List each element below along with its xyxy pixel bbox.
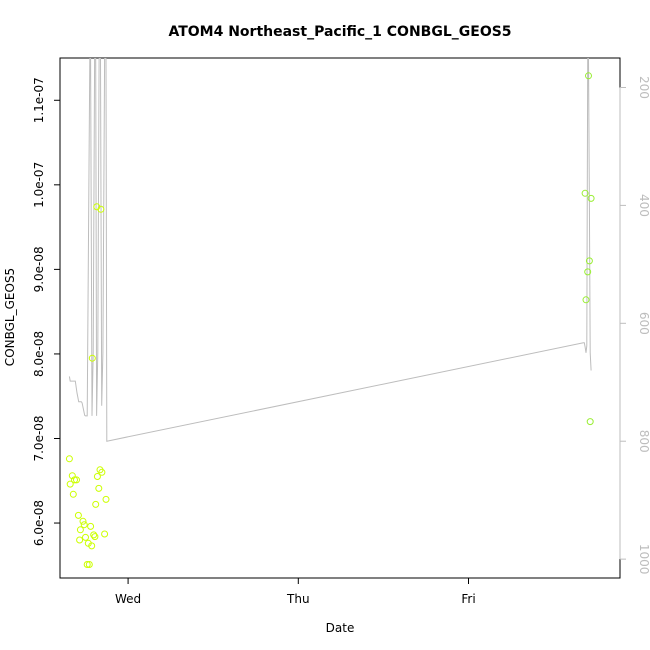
data-point (85, 561, 93, 568)
data-point (69, 490, 77, 498)
data-point (87, 522, 95, 530)
y-axis-label: CONBGL_GEOS5 (3, 268, 17, 366)
y-tick-label: 8.0e-08 (32, 331, 46, 377)
data-point (68, 472, 76, 480)
concentration-series (65, 72, 595, 568)
y-tick-label: 1.1e-07 (32, 77, 46, 123)
x-tick-label: Fri (461, 592, 475, 606)
data-point (101, 530, 109, 538)
data-point (74, 511, 82, 519)
data-point (66, 480, 74, 488)
data-point (65, 455, 73, 463)
y2-axis: 200 400 600 800 1000 (619, 76, 650, 575)
data-point (90, 531, 98, 539)
data-point (88, 542, 96, 550)
x-tick-label: Thu (286, 592, 310, 606)
y-axis: 6.0e-08 7.0e-08 8.0e-08 9.0e-08 1.0e-07 1.1e-… (32, 77, 61, 546)
y2-tick-label: 1000 (637, 544, 650, 575)
data-point (584, 268, 592, 276)
data-point (83, 561, 91, 568)
data-point (585, 72, 592, 80)
data-point (92, 500, 100, 508)
data-point (82, 533, 89, 541)
data-point (88, 354, 96, 362)
data-point (585, 257, 593, 265)
data-point (73, 476, 80, 484)
y2-tick-label: 800 (637, 430, 650, 453)
data-point (76, 536, 84, 544)
x-axis: Wed Thu Fri (115, 577, 476, 606)
y2-tick-label: 200 (637, 76, 650, 99)
data-point (581, 189, 589, 197)
y2-tick-label: 600 (637, 312, 650, 335)
data-point (582, 296, 590, 304)
data-point (79, 517, 87, 525)
data-point (76, 526, 84, 534)
plot-area-frame (59, 57, 621, 579)
y-tick-label: 7.0e-08 (32, 415, 46, 461)
data-point (97, 205, 105, 213)
pressure-line (68, 58, 592, 442)
chart-title: ATOM4 Northeast_Pacific_1 CONBGL_GEOS5 (168, 24, 511, 40)
pressure-series (68, 58, 592, 442)
data-point (71, 476, 78, 484)
data-point (80, 521, 88, 529)
x-axis-label: Date (326, 621, 355, 635)
data-point (586, 418, 594, 426)
data-point (91, 533, 99, 541)
y-tick-label: 9.0e-08 (32, 246, 46, 292)
data-point (587, 194, 595, 202)
data-point (98, 468, 106, 476)
data-point (102, 495, 110, 503)
data-point (95, 484, 103, 492)
y-tick-label: 1.0e-07 (32, 162, 46, 208)
data-point (93, 473, 101, 480)
y2-tick-label: 400 (637, 194, 650, 217)
x-tick-label: Wed (115, 592, 141, 606)
y-tick-label: 6.0e-08 (32, 500, 46, 546)
